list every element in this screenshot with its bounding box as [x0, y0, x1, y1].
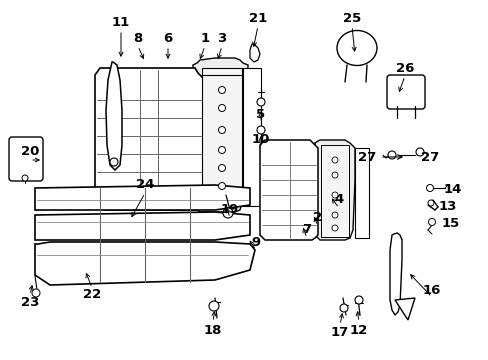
Circle shape — [339, 304, 347, 312]
Polygon shape — [35, 212, 249, 240]
Polygon shape — [35, 242, 254, 285]
Polygon shape — [394, 298, 414, 320]
Text: 17: 17 — [330, 325, 348, 338]
Text: 27: 27 — [420, 152, 438, 165]
FancyBboxPatch shape — [386, 75, 424, 109]
Circle shape — [218, 165, 225, 171]
Circle shape — [331, 172, 337, 178]
Text: 15: 15 — [441, 217, 459, 230]
Text: 2: 2 — [313, 211, 322, 225]
Circle shape — [427, 219, 435, 225]
Bar — [354, 148, 368, 238]
Polygon shape — [314, 140, 354, 240]
Circle shape — [257, 126, 264, 134]
Text: 1: 1 — [200, 31, 209, 45]
Text: 14: 14 — [443, 184, 461, 197]
Circle shape — [331, 157, 337, 163]
Circle shape — [22, 175, 28, 181]
Circle shape — [110, 158, 118, 166]
Circle shape — [387, 151, 395, 159]
Circle shape — [426, 184, 433, 192]
Bar — [320, 145, 348, 237]
Polygon shape — [106, 62, 122, 170]
Circle shape — [208, 301, 219, 311]
Text: 6: 6 — [163, 31, 172, 45]
FancyBboxPatch shape — [9, 137, 43, 181]
Circle shape — [223, 208, 232, 218]
Circle shape — [331, 212, 337, 218]
Polygon shape — [95, 68, 204, 210]
Circle shape — [427, 200, 433, 206]
Ellipse shape — [336, 31, 376, 66]
Circle shape — [218, 104, 225, 112]
Text: 27: 27 — [357, 152, 375, 165]
Text: 19: 19 — [221, 203, 239, 216]
Text: 18: 18 — [203, 324, 222, 337]
Text: 11: 11 — [112, 15, 130, 28]
Circle shape — [257, 98, 264, 106]
Circle shape — [218, 86, 225, 94]
Text: 23: 23 — [21, 296, 39, 309]
Polygon shape — [193, 58, 247, 212]
Text: 24: 24 — [136, 179, 154, 192]
Text: 10: 10 — [251, 134, 270, 147]
Text: 4: 4 — [334, 193, 343, 207]
Circle shape — [32, 289, 40, 297]
Text: 25: 25 — [342, 12, 360, 24]
Text: 5: 5 — [256, 108, 265, 121]
Circle shape — [218, 147, 225, 153]
Polygon shape — [249, 44, 260, 62]
Circle shape — [218, 183, 225, 189]
Circle shape — [331, 192, 337, 198]
Text: 3: 3 — [217, 31, 226, 45]
Text: 22: 22 — [82, 288, 101, 301]
Text: 13: 13 — [438, 201, 456, 213]
Text: 7: 7 — [302, 224, 311, 237]
Circle shape — [331, 225, 337, 231]
Text: 12: 12 — [349, 324, 367, 337]
Circle shape — [218, 126, 225, 134]
Bar — [202, 68, 242, 206]
Text: 21: 21 — [248, 12, 266, 24]
Text: 16: 16 — [422, 284, 440, 297]
Circle shape — [354, 296, 362, 304]
Text: 8: 8 — [133, 31, 142, 45]
Text: 9: 9 — [251, 235, 260, 248]
Polygon shape — [260, 140, 317, 240]
Bar — [243, 68, 261, 206]
Text: 26: 26 — [395, 62, 413, 75]
Polygon shape — [35, 185, 249, 210]
Polygon shape — [389, 233, 401, 315]
Circle shape — [415, 148, 423, 156]
Text: 20: 20 — [21, 145, 39, 158]
